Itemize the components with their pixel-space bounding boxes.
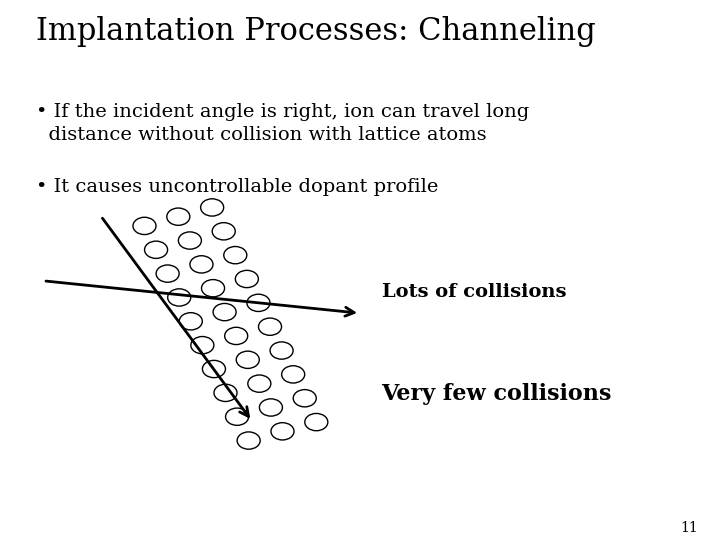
Text: 11: 11	[680, 521, 698, 535]
Circle shape	[190, 256, 213, 273]
Text: Implantation Processes: Channeling: Implantation Processes: Channeling	[36, 16, 595, 47]
Circle shape	[247, 294, 270, 312]
Circle shape	[225, 408, 248, 426]
Circle shape	[259, 399, 282, 416]
Circle shape	[237, 432, 260, 449]
Circle shape	[224, 246, 247, 264]
Circle shape	[214, 384, 237, 402]
Text: Lots of collisions: Lots of collisions	[382, 282, 566, 301]
Circle shape	[225, 327, 248, 345]
Text: • If the incident angle is right, ion can travel long
  distance without collisi: • If the incident angle is right, ion ca…	[36, 103, 529, 144]
Circle shape	[282, 366, 305, 383]
Circle shape	[236, 351, 259, 368]
Circle shape	[293, 389, 316, 407]
Circle shape	[202, 280, 225, 297]
Circle shape	[156, 265, 179, 282]
Circle shape	[270, 342, 293, 359]
Circle shape	[202, 360, 225, 377]
Circle shape	[133, 217, 156, 234]
Circle shape	[271, 423, 294, 440]
Circle shape	[167, 208, 190, 225]
Text: • It causes uncontrollable dopant profile: • It causes uncontrollable dopant profil…	[36, 178, 438, 196]
Circle shape	[191, 336, 214, 354]
Circle shape	[201, 199, 224, 216]
Circle shape	[145, 241, 168, 259]
Circle shape	[168, 289, 191, 306]
Circle shape	[235, 271, 258, 288]
Circle shape	[212, 222, 235, 240]
Circle shape	[213, 303, 236, 321]
Text: Very few collisions: Very few collisions	[382, 383, 612, 405]
Circle shape	[179, 313, 202, 330]
Circle shape	[248, 375, 271, 392]
Circle shape	[305, 414, 328, 431]
Circle shape	[258, 318, 282, 335]
Circle shape	[179, 232, 202, 249]
